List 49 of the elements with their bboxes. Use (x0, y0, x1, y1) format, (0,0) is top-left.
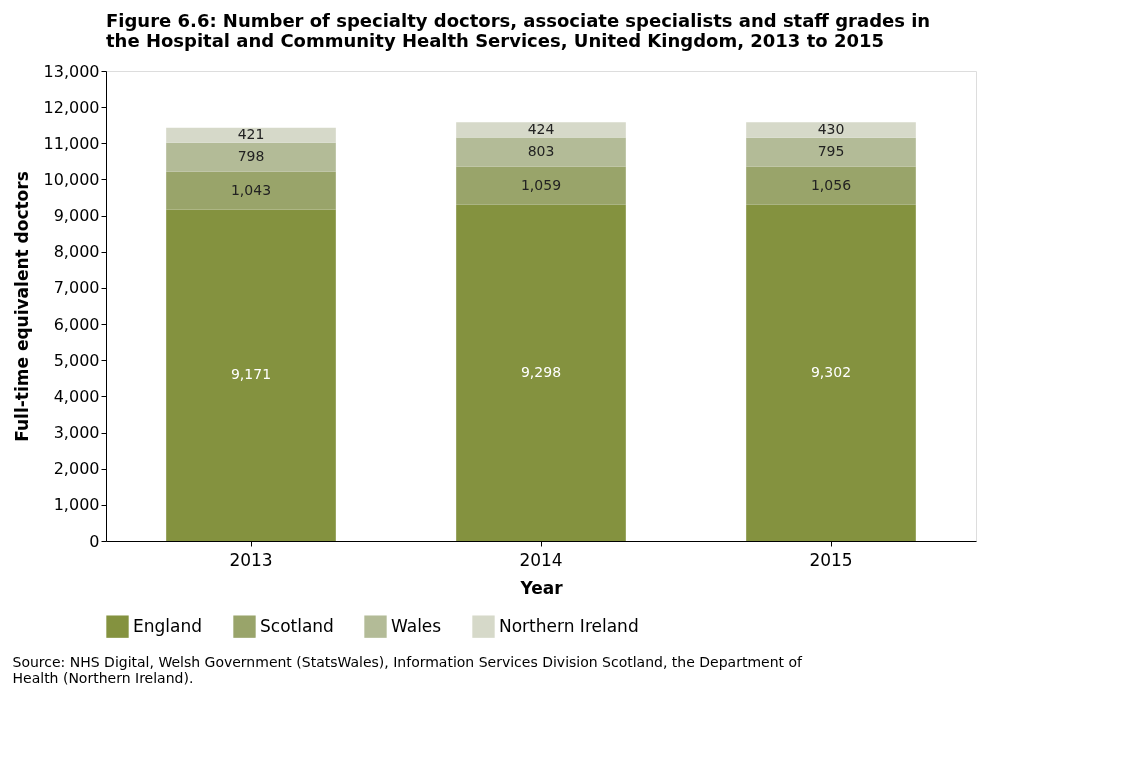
bar (456, 166, 626, 205)
y-tick-label: 13,000 (43, 61, 100, 81)
data-label: 798 (237, 148, 265, 165)
bar (746, 122, 916, 138)
data-label: 795 (817, 143, 845, 160)
legend-label: Wales (391, 615, 442, 636)
data-label: 430 (817, 121, 845, 137)
bar (746, 137, 916, 167)
y-tick-label: 2,000 (53, 459, 100, 479)
y-tick-label: 1,000 (53, 495, 100, 515)
y-tick-label: 11,000 (43, 133, 100, 153)
data-label: 9,298 (520, 363, 562, 380)
bar (166, 171, 336, 210)
legend-label: Northern Ireland (499, 615, 639, 636)
bar (166, 142, 336, 172)
bar (746, 204, 916, 541)
y-tick-label: 5,000 (53, 350, 100, 370)
y-tick-label: 12,000 (43, 97, 100, 117)
bar (456, 137, 626, 167)
bar (746, 166, 916, 205)
data-label: 1,059 (520, 176, 562, 193)
x-axis-title: Year (519, 577, 564, 598)
data-label: 1,056 (810, 176, 852, 193)
y-tick-label: 10,000 (43, 169, 100, 189)
y-tick-label: 0 (89, 531, 100, 551)
data-label: 803 (527, 143, 555, 160)
y-axis-title: Full-time equivalent doctors (11, 171, 32, 442)
x-tick-label: 2015 (809, 549, 853, 570)
data-label: 424 (527, 120, 555, 137)
x-tick-label: 2014 (519, 549, 563, 570)
bar (166, 209, 336, 541)
y-tick-label: 6,000 (53, 314, 100, 334)
data-label: 1,043 (230, 181, 272, 198)
source-note: Source: NHS Digital, Welsh Government (StatsWales), Information Services Division Scotland, the Department of Health (Northern Ireland). (12, 654, 804, 686)
data-label: 9,171 (230, 366, 272, 383)
y-tick-label: 9,000 (53, 206, 100, 226)
legend-label: England (133, 615, 203, 636)
bar (456, 122, 626, 138)
y-tick-label: 3,000 (53, 423, 100, 443)
y-tick-label: 7,000 (53, 278, 100, 298)
x-tick-label: 2013 (229, 549, 273, 570)
data-label: 9,302 (810, 363, 852, 380)
bar (166, 127, 336, 143)
data-label: 421 (237, 126, 265, 143)
y-tick-label: 4,000 (53, 386, 100, 406)
chart-title: Figure 6.6: Number of specialty doctors, associate specialists and staff grades in the Hospital and Community Health Services, United Kingdom, 2013 to 2015 (106, 10, 931, 51)
bar (456, 204, 626, 541)
y-tick-label: 8,000 (53, 242, 100, 262)
legend-label: Scotland (260, 615, 334, 636)
